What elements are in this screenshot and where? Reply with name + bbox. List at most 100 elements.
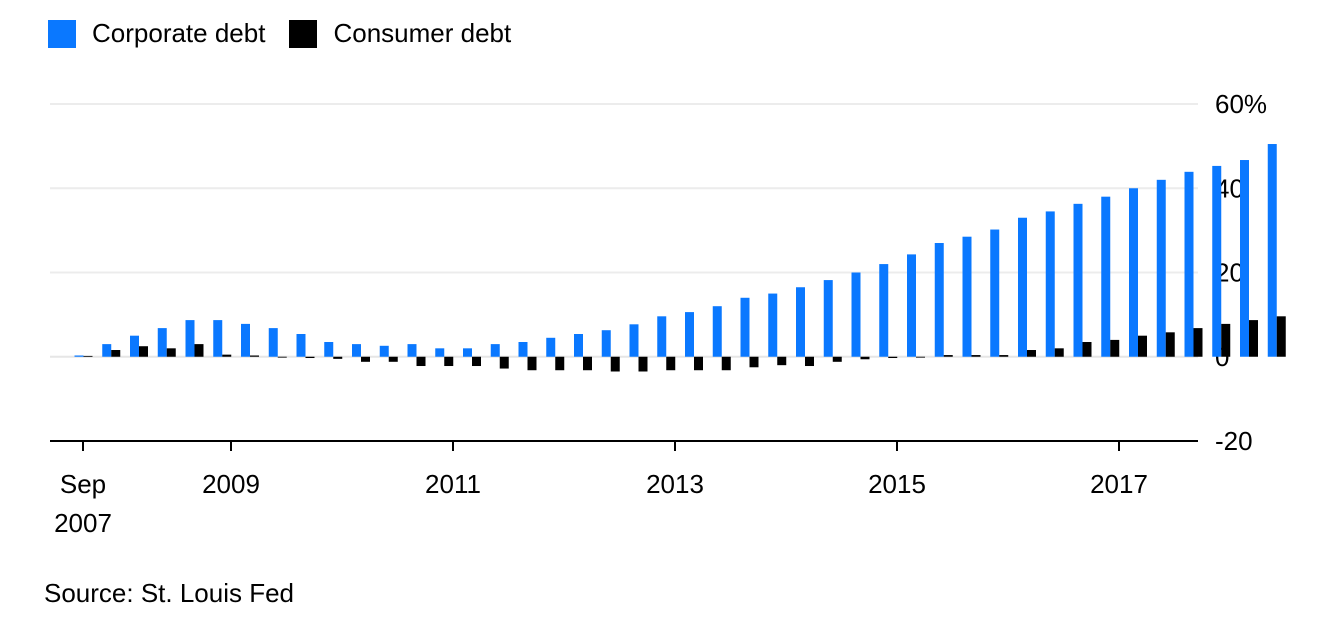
bar-corporate [962, 236, 972, 357]
bar-consumer [416, 356, 426, 367]
bar-corporate [1156, 179, 1166, 357]
bar-consumer [805, 356, 814, 367]
legend-swatch-consumer [289, 19, 318, 48]
x-tick-label: 2017 [1090, 469, 1148, 499]
bar-corporate [740, 297, 750, 357]
bar-consumer [388, 356, 398, 362]
bar-consumer [1027, 350, 1036, 357]
bar-consumer [610, 356, 620, 372]
bar-consumer [194, 344, 204, 357]
bar-consumer [444, 356, 454, 367]
bar-corporate [1129, 188, 1138, 357]
bar-corporate [490, 344, 500, 357]
bar-consumer [83, 355, 93, 357]
bar-corporate [1018, 217, 1027, 357]
bar-corporate [879, 264, 889, 357]
bar-corporate [685, 312, 694, 357]
bar-corporate [546, 337, 556, 357]
bar-consumer [277, 356, 287, 358]
bar-corporate [241, 323, 250, 357]
bar-corporate [629, 324, 639, 357]
bar-consumer [250, 355, 259, 357]
bar-consumer [694, 356, 703, 371]
bar-corporate [1212, 165, 1222, 357]
bar-consumer [666, 356, 676, 371]
bar-consumer [638, 356, 648, 372]
x-tick-label: Sep [60, 469, 106, 499]
bar-consumer [333, 356, 343, 359]
bar-consumer [305, 356, 315, 359]
bar-consumer [139, 346, 148, 357]
legend-item-consumer: Consumer debt [289, 18, 511, 49]
bar-corporate [352, 344, 361, 357]
y-tick-label: 60% [1215, 89, 1267, 119]
bar-consumer [749, 356, 759, 368]
bar-corporate [213, 320, 223, 357]
bar-consumer [1193, 328, 1203, 357]
bar-consumer [888, 356, 898, 359]
bar-corporate [1240, 160, 1249, 357]
bar-consumer [472, 356, 481, 367]
bar-consumer [943, 355, 953, 357]
source-note: Source: St. Louis Fed [44, 578, 295, 608]
bar-consumer [527, 356, 537, 371]
bar-consumer [999, 355, 1009, 357]
legend: Corporate debt Consumer debt [48, 18, 535, 49]
legend-label-corporate: Corporate debt [92, 18, 266, 48]
bar-consumer [1221, 323, 1231, 357]
bar-consumer [166, 348, 176, 357]
bar-corporate [796, 287, 805, 357]
x-tick-label: 2007 [54, 508, 112, 538]
bar-corporate [990, 229, 1000, 357]
bar-corporate [268, 328, 278, 357]
bar-corporate [934, 243, 944, 357]
bar-consumer [1082, 342, 1092, 357]
bar-corporate [1184, 171, 1194, 357]
legend-item-corporate: Corporate debt [48, 18, 265, 49]
bar-corporate [324, 342, 334, 357]
bar-corporate [1267, 144, 1277, 357]
bar-consumer [583, 356, 592, 371]
y-tick-label: -20 [1215, 426, 1253, 456]
x-tick-label: 2013 [646, 469, 704, 499]
bar-consumer [832, 356, 842, 362]
bar-corporate [1101, 196, 1111, 357]
bar-consumer [555, 356, 565, 371]
bar-corporate [407, 344, 417, 357]
bar-corporate [185, 320, 195, 357]
x-tick-label: 2011 [425, 469, 481, 499]
bar-corporate [74, 355, 84, 357]
bar-consumer [777, 356, 787, 366]
bar-corporate [157, 328, 167, 357]
bar-consumer [860, 356, 870, 360]
bar-corporate [907, 254, 916, 357]
legend-label-consumer: Consumer debt [333, 18, 512, 48]
bar-corporate [296, 334, 306, 357]
bar-corporate [601, 330, 611, 357]
bar-corporate [1045, 211, 1055, 357]
bar-consumer [499, 356, 509, 369]
bar-consumer [916, 356, 925, 358]
x-tick-label: 2009 [202, 469, 260, 499]
bar-corporate [379, 345, 389, 357]
bar-corporate [102, 344, 112, 357]
bar-consumer [1276, 316, 1286, 357]
bar-consumer [721, 356, 731, 371]
bar-corporate [435, 348, 445, 357]
bar-consumer [1054, 348, 1064, 357]
bar-corporate [851, 272, 861, 357]
bar-consumer [1138, 335, 1147, 357]
bar-consumer [1165, 332, 1175, 357]
bar-corporate [463, 348, 472, 357]
bar-consumer [1249, 320, 1258, 357]
bar-corporate [657, 316, 667, 357]
bar-consumer [971, 355, 981, 357]
bar-corporate [1073, 203, 1083, 357]
legend-swatch-corporate [48, 19, 76, 48]
bar-consumer [361, 356, 370, 362]
bar-corporate [574, 334, 583, 357]
bar-corporate [768, 293, 778, 357]
bar-corporate [518, 342, 528, 357]
